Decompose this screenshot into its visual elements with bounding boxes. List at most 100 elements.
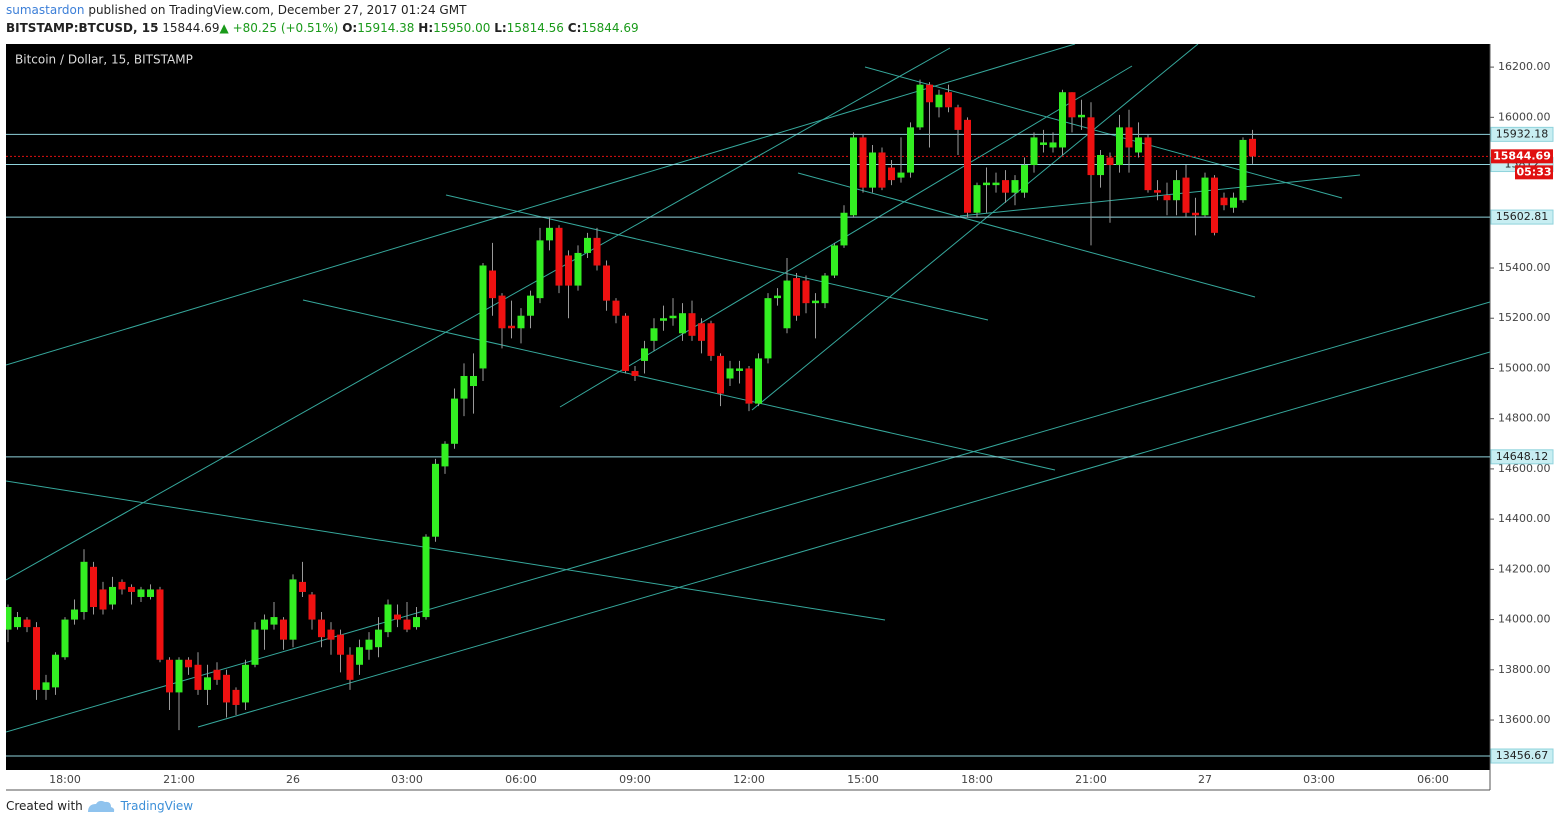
candle-body [194, 664, 202, 690]
candle-body [479, 265, 487, 369]
candle-body [1106, 157, 1114, 166]
candle-body [213, 669, 221, 680]
x-tick-label: 26 [286, 773, 300, 786]
candle-body [365, 639, 373, 650]
symbol-line: BITSTAMP:BTCUSD, 15 15844.69▲ +80.25 (+0… [6, 21, 639, 35]
level-tag [1490, 209, 1554, 225]
candle-body [33, 627, 40, 690]
x-tick-label: 18:00 [961, 773, 993, 786]
countdown: 05:33 [1516, 165, 1551, 178]
candle-body [859, 137, 867, 188]
y-tick-label: 14600.00 [1498, 462, 1551, 475]
level-label: 15602.81 [1496, 210, 1549, 223]
candle-body [745, 368, 753, 404]
candle-body [14, 617, 21, 628]
arrow: ▲ [219, 21, 229, 35]
y-tick-label: 13600.00 [1498, 713, 1551, 726]
candle-body [61, 619, 69, 658]
high: 15950.00 [433, 21, 491, 35]
candle-body [223, 674, 230, 703]
x-tick-label: 06:00 [1417, 773, 1449, 786]
candle-body [622, 315, 629, 371]
candle-body [954, 107, 962, 130]
candle-body [6, 607, 12, 630]
y-tick-label: 13800.00 [1498, 663, 1551, 676]
candle-body [128, 586, 135, 592]
x-tick-label: 15:00 [847, 773, 879, 786]
y-tick-label: 14200.00 [1498, 562, 1551, 575]
candle-body [717, 355, 724, 394]
y-tick-label: 16200.00 [1498, 60, 1551, 73]
candle-body [498, 295, 506, 329]
close-label: C: [567, 21, 582, 35]
y-tick-label: 14400.00 [1498, 512, 1551, 525]
candle-body [812, 300, 819, 304]
candle-body [888, 167, 895, 181]
candle-body [574, 252, 582, 286]
low: 15814.56 [506, 21, 564, 35]
candle-body [1097, 154, 1104, 176]
candle-body [318, 619, 325, 638]
candle-body [261, 619, 268, 630]
candle-body [52, 654, 59, 688]
candle-body [641, 348, 648, 361]
candle-body [527, 295, 534, 316]
candle-body [251, 629, 259, 665]
candle-body [679, 313, 686, 334]
y-tick-label: 15200.00 [1498, 311, 1551, 324]
candle-body [945, 92, 952, 108]
candle-body [118, 581, 126, 590]
candle-body [337, 634, 344, 655]
candle-body [1059, 92, 1066, 148]
candle-body [793, 278, 800, 316]
candle-body [23, 619, 31, 628]
candle-body [147, 589, 154, 597]
candle-body [603, 265, 610, 301]
candle-body [270, 617, 278, 625]
countdown-tag [1515, 165, 1553, 180]
candle-body [346, 654, 354, 680]
candle-body [356, 647, 363, 665]
level-label: 13456.67 [1496, 749, 1549, 762]
candle-body [432, 463, 439, 537]
candle-body [413, 617, 420, 628]
candle-body [1144, 137, 1152, 191]
candle-body [1163, 195, 1171, 201]
candle-body [1078, 114, 1085, 118]
brand[interactable]: TradingView [120, 799, 194, 813]
open: 15914.38 [357, 21, 415, 35]
axes: 13600.00 13800.00 14000.00 14200.00 14400.00… [49, 0, 1556, 825]
candle-body [1173, 180, 1180, 201]
candle-body [755, 358, 762, 404]
candle-body [109, 586, 116, 605]
candle-body [1182, 177, 1190, 213]
low-label: L: [494, 21, 507, 35]
price: 15844.69 [162, 21, 220, 35]
candle-body [774, 295, 781, 299]
author[interactable]: sumastardon [6, 3, 85, 17]
candle-body [1011, 180, 1019, 193]
candle-body [137, 589, 145, 597]
candles [6, 79, 1256, 731]
candle-body [166, 659, 173, 693]
candle-body [850, 137, 857, 216]
candle-body [1249, 138, 1256, 157]
candle-body [1154, 190, 1161, 193]
x-tick-label: 12:00 [733, 773, 765, 786]
candle-body [555, 227, 563, 286]
high-label: H: [418, 21, 434, 35]
y-tick-label: 14000.00 [1498, 613, 1551, 626]
candle-body [175, 659, 183, 693]
candle-body [669, 315, 677, 319]
candle-body [441, 443, 449, 467]
y-tick-label: 15400.00 [1498, 261, 1551, 274]
x-tick-label: 21:00 [1075, 773, 1107, 786]
candle-body [736, 368, 743, 371]
candle-body [375, 629, 382, 648]
candle-body [878, 152, 886, 188]
candle-body [1135, 137, 1142, 153]
candle-body [90, 566, 97, 608]
candle-body [926, 84, 933, 103]
candle-body [327, 629, 335, 640]
